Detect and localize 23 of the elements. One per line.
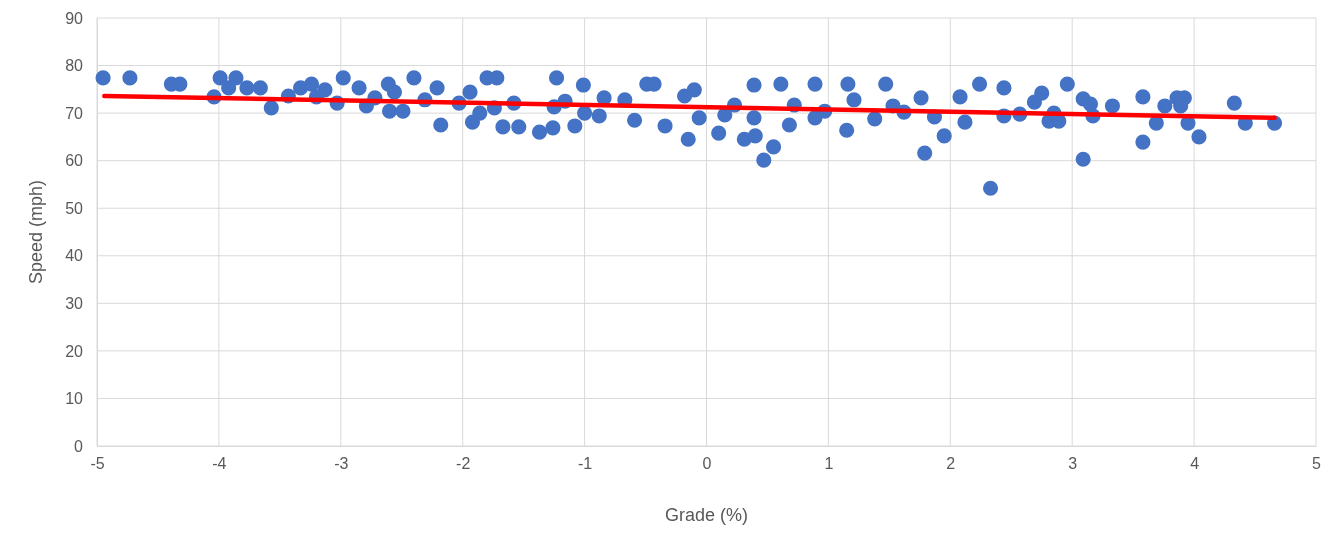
y-tick-label: 40: [65, 247, 84, 265]
y-tick-label: 90: [65, 9, 84, 27]
y-axis-title: Speed (mph): [26, 179, 46, 285]
x-tick-label: -5: [90, 455, 105, 473]
x-axis-title: Grade (%): [664, 505, 749, 525]
y-tick-label: 20: [65, 342, 84, 360]
y-tick-label: 80: [65, 57, 84, 75]
x-tick-label: 0: [702, 455, 712, 473]
x-tick-label: -4: [212, 455, 227, 473]
x-tick-label: 2: [946, 455, 956, 473]
y-tick-label: 50: [65, 199, 84, 217]
x-tick-label: 4: [1190, 455, 1200, 473]
x-tick-label: -2: [456, 455, 471, 473]
y-tick-label: 0: [74, 437, 84, 455]
y-tick-label: 70: [65, 104, 84, 122]
y-tick-label: 30: [65, 294, 84, 312]
y-tick-label: 60: [65, 152, 84, 170]
x-tick-label: 5: [1312, 455, 1322, 473]
x-tick-label: 3: [1068, 455, 1078, 473]
x-tick-label: 1: [824, 455, 834, 473]
x-tick-label: -3: [334, 455, 349, 473]
y-tick-label: 10: [65, 390, 84, 408]
x-tick-label: -1: [577, 455, 593, 473]
